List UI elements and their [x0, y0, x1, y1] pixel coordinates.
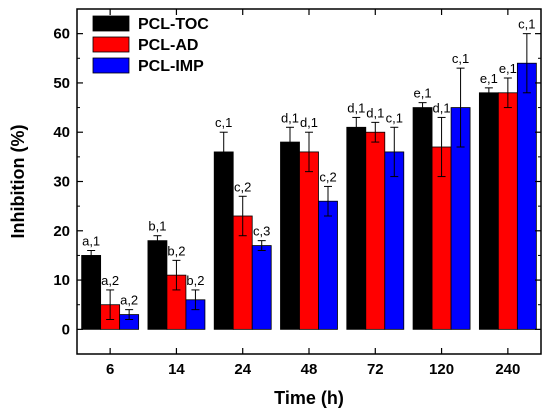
legend-label: PCL-AD [138, 37, 198, 54]
legend-swatch [92, 36, 130, 53]
data-label: c,2 [319, 169, 336, 184]
bar-pcl-toc-6 [81, 255, 102, 330]
bar-pcl-imp-72 [384, 151, 405, 330]
y-axis-title: Inhibition (%) [8, 125, 28, 239]
data-label: c,3 [253, 224, 270, 239]
bar-pcl-ad-72 [365, 131, 386, 330]
bar-pcl-toc-48 [280, 141, 300, 330]
y-tick-label: 20 [53, 223, 70, 240]
x-axis-title: Time (h) [274, 388, 344, 408]
bar-pcl-ad-240 [497, 92, 518, 330]
x-tick-label: 6 [106, 361, 114, 378]
x-tick-label: 240 [495, 361, 520, 378]
bar-pcl-toc-72 [346, 126, 367, 330]
y-tick-label: 10 [53, 272, 70, 289]
x-tick-label: 120 [429, 361, 454, 378]
data-label: c,1 [386, 110, 403, 125]
data-label: b,2 [186, 273, 204, 288]
x-tick-label: 48 [301, 361, 318, 378]
x-tick-label: 24 [234, 361, 251, 378]
axes: 0 10 20 30 40 50 60 6 14 24 48 72 120 240 [53, 8, 542, 378]
data-label: d,1 [347, 100, 365, 115]
bar-pcl-imp-240 [516, 62, 537, 330]
bar-pcl-toc-240 [478, 92, 499, 330]
bar-pcl-imp-48 [318, 200, 338, 330]
bar-pcl-imp-24 [251, 245, 272, 330]
bar-pcl-toc-120 [412, 107, 433, 330]
y-tick-label: 0 [62, 321, 70, 338]
data-label: c,1 [215, 115, 232, 130]
legend-swatch [92, 57, 130, 74]
data-label: a,2 [101, 273, 119, 288]
y-tick-label: 50 [53, 75, 70, 92]
data-label: e,1 [499, 61, 517, 76]
data-label: e,1 [414, 86, 432, 101]
x-tick-label: 14 [168, 361, 185, 378]
y-tick-label: 60 [53, 26, 70, 43]
legend-label: PCL-TOC [138, 16, 209, 33]
legend: PCL-TOC PCL-AD PCL-IMP [92, 15, 209, 75]
data-label: c,2 [234, 179, 251, 194]
y-tick-label: 30 [53, 174, 70, 191]
data-label: d,1 [433, 100, 451, 115]
legend-label: PCL-IMP [138, 58, 204, 75]
data-label: d,1 [300, 115, 318, 130]
bar-pcl-ad-48 [299, 151, 319, 330]
x-tick-label: 72 [367, 361, 384, 378]
y-tick-label: 40 [53, 124, 70, 141]
data-label: a,1 [82, 234, 100, 249]
data-label: c,1 [518, 17, 535, 32]
data-label: c,1 [452, 51, 469, 66]
legend-swatch [92, 15, 130, 32]
data-label: b,2 [167, 243, 185, 258]
data-label: b,1 [148, 219, 166, 234]
bar-pcl-toc-24 [213, 151, 234, 330]
plot-area: a,1a,2a,2b,1b,2b,2c,1c,2c,3d,1 d,1c,2d,1 d… [81, 17, 537, 330]
data-label: d,1 [281, 110, 299, 125]
data-label: e,1 [480, 71, 498, 86]
bar-pcl-toc-14 [147, 240, 168, 330]
data-label: a,2 [120, 293, 138, 308]
data-label: d,1 [366, 105, 384, 120]
